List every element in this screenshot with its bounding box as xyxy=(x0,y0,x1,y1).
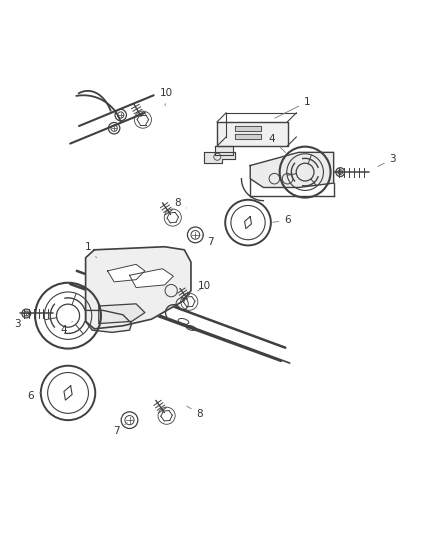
Text: 10: 10 xyxy=(197,281,210,291)
Polygon shape xyxy=(204,152,234,163)
Polygon shape xyxy=(85,247,191,329)
Polygon shape xyxy=(99,304,145,324)
Text: 1: 1 xyxy=(274,97,310,118)
Text: 1: 1 xyxy=(84,242,96,258)
Text: 3: 3 xyxy=(377,154,396,166)
Polygon shape xyxy=(250,152,333,188)
Polygon shape xyxy=(107,264,145,282)
Text: 8: 8 xyxy=(186,406,203,418)
Polygon shape xyxy=(215,146,232,155)
Text: 4: 4 xyxy=(268,134,285,152)
Polygon shape xyxy=(129,269,173,288)
Text: 6: 6 xyxy=(272,215,290,225)
Polygon shape xyxy=(85,310,131,333)
Text: 10: 10 xyxy=(160,88,173,106)
Polygon shape xyxy=(234,134,261,139)
Text: 8: 8 xyxy=(174,198,186,208)
Text: 7: 7 xyxy=(201,235,214,247)
Text: 7: 7 xyxy=(113,423,127,436)
Text: 3: 3 xyxy=(14,316,28,328)
Text: 4: 4 xyxy=(60,321,72,335)
Polygon shape xyxy=(234,126,261,131)
Text: 6: 6 xyxy=(27,391,41,401)
Polygon shape xyxy=(217,122,287,146)
